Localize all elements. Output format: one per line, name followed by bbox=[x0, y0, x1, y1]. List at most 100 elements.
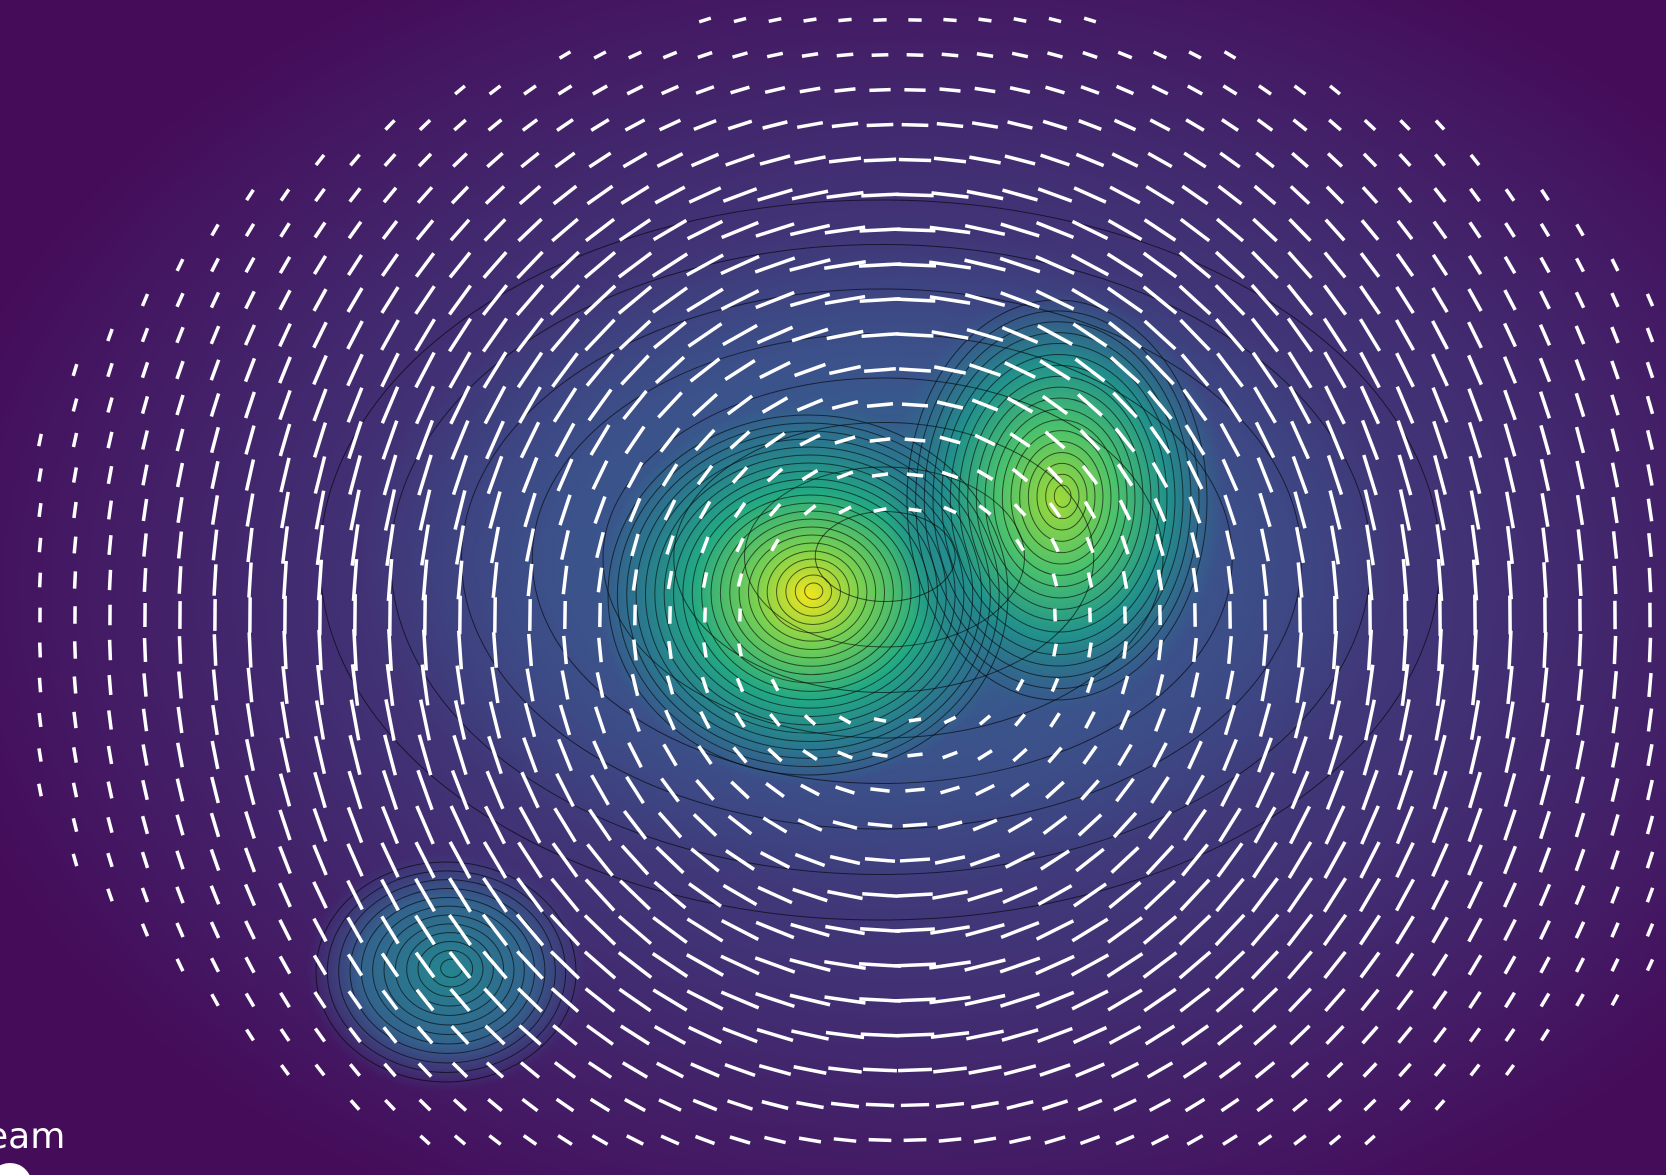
vector bbox=[1327, 734, 1343, 776]
vector bbox=[1143, 319, 1177, 351]
vector bbox=[1576, 529, 1584, 561]
vector bbox=[1296, 562, 1304, 598]
vector bbox=[591, 459, 609, 491]
vector bbox=[935, 1101, 965, 1109]
vector bbox=[384, 1098, 396, 1112]
vector bbox=[450, 185, 470, 205]
vector bbox=[659, 427, 681, 453]
vector bbox=[1120, 535, 1130, 555]
vector bbox=[414, 841, 436, 879]
vector bbox=[106, 500, 114, 520]
vector bbox=[482, 251, 508, 279]
vector bbox=[803, 714, 817, 726]
vector bbox=[1041, 1099, 1069, 1111]
vector bbox=[516, 987, 544, 1013]
vector bbox=[1251, 877, 1279, 913]
vector bbox=[1472, 629, 1478, 671]
vector bbox=[381, 989, 399, 1011]
vector bbox=[620, 354, 650, 386]
vector bbox=[414, 877, 436, 913]
vector bbox=[210, 460, 220, 490]
vector bbox=[1503, 289, 1517, 311]
vector bbox=[1395, 841, 1415, 879]
vector bbox=[932, 890, 968, 900]
vector bbox=[1645, 361, 1655, 379]
vector bbox=[756, 325, 794, 345]
vector bbox=[312, 354, 328, 386]
vector bbox=[210, 776, 220, 804]
vector bbox=[314, 490, 326, 530]
vector bbox=[1006, 396, 1034, 414]
vector bbox=[1085, 676, 1095, 694]
vector bbox=[929, 960, 971, 970]
vector bbox=[71, 853, 79, 867]
vector bbox=[1180, 1024, 1210, 1046]
vector bbox=[380, 352, 400, 388]
vector bbox=[553, 1061, 577, 1079]
vector bbox=[1646, 708, 1654, 732]
vector bbox=[416, 1025, 434, 1045]
vector bbox=[1610, 258, 1620, 272]
vector bbox=[282, 630, 288, 670]
vector bbox=[824, 959, 866, 971]
vector bbox=[1080, 779, 1100, 801]
vector bbox=[657, 391, 683, 419]
vector bbox=[314, 1063, 326, 1077]
vector bbox=[483, 218, 507, 242]
vector bbox=[72, 641, 78, 659]
vector bbox=[759, 360, 791, 380]
vector bbox=[967, 887, 1003, 903]
vector bbox=[491, 632, 499, 668]
vector bbox=[175, 778, 185, 802]
vector bbox=[1360, 988, 1380, 1012]
vector bbox=[1002, 885, 1038, 905]
vector bbox=[800, 783, 820, 797]
vector bbox=[482, 351, 508, 389]
vector bbox=[245, 188, 255, 202]
vector bbox=[1007, 816, 1033, 834]
vector bbox=[175, 742, 185, 768]
vector bbox=[939, 87, 961, 93]
vector bbox=[1540, 702, 1550, 738]
vector bbox=[1366, 629, 1374, 671]
vector bbox=[448, 877, 472, 913]
vector bbox=[971, 121, 999, 129]
vector bbox=[177, 566, 183, 594]
vector bbox=[1107, 320, 1143, 350]
vector bbox=[898, 1067, 932, 1073]
vector bbox=[688, 186, 722, 204]
vector bbox=[861, 331, 899, 339]
vector bbox=[1504, 222, 1516, 238]
vector bbox=[1394, 319, 1416, 351]
contour-line bbox=[372, 905, 525, 1035]
vector bbox=[1295, 666, 1305, 704]
vector bbox=[455, 665, 465, 705]
vector bbox=[976, 469, 994, 481]
vector bbox=[209, 393, 221, 417]
vector bbox=[1179, 987, 1211, 1013]
vector bbox=[1256, 457, 1274, 493]
vector bbox=[1071, 989, 1109, 1011]
vector bbox=[1074, 357, 1106, 383]
vector bbox=[1143, 987, 1177, 1013]
vector bbox=[968, 1065, 1002, 1075]
vector bbox=[1215, 217, 1245, 243]
vector bbox=[1506, 560, 1514, 600]
vector bbox=[964, 293, 1006, 307]
vector bbox=[863, 1067, 897, 1073]
contour-line bbox=[710, 502, 912, 684]
vector bbox=[1035, 954, 1075, 976]
vector bbox=[1433, 187, 1447, 203]
vector bbox=[1107, 988, 1143, 1012]
vector bbox=[1011, 51, 1029, 59]
vector bbox=[279, 457, 291, 493]
vector bbox=[697, 50, 713, 60]
vector bbox=[900, 1102, 930, 1108]
vector bbox=[1000, 921, 1040, 939]
vector bbox=[1291, 151, 1309, 169]
vector bbox=[652, 320, 688, 350]
vector bbox=[1611, 496, 1619, 524]
vector bbox=[1258, 492, 1272, 528]
vector bbox=[449, 805, 471, 845]
vector bbox=[552, 1024, 578, 1046]
